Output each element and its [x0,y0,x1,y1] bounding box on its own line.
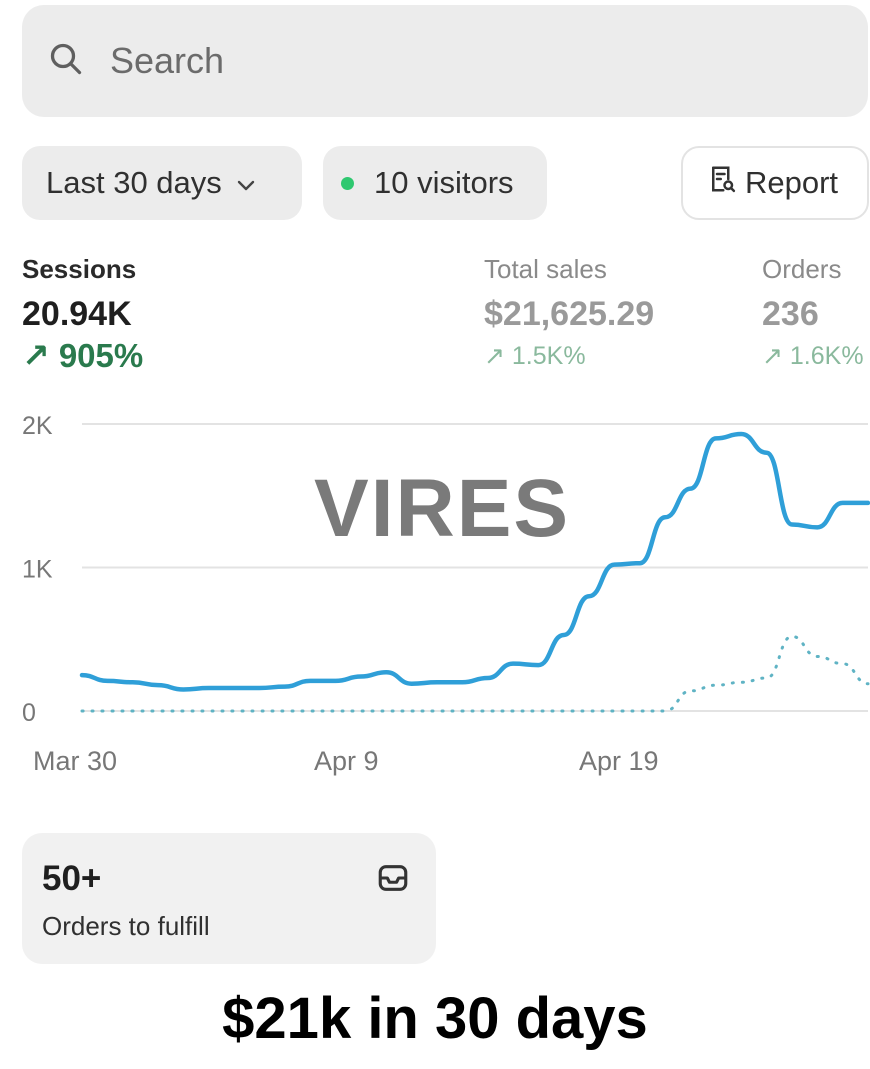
total-sales-value: $21,625.29 [484,295,655,333]
y-tick-label: 1K [22,556,53,584]
sessions-metric[interactable]: Sessions 20.94K ↗ 905% [22,254,143,374]
y-tick-label: 2K [22,412,53,440]
x-tick-label: Apr 9 [314,746,379,776]
live-visitors-button[interactable]: 10 visitors [323,146,547,220]
total-sales-change: ↗ 1.5K% [484,342,586,370]
orders-metric[interactable]: Orders 236 ↗ 1.6K% [762,254,864,374]
x-tick-label: Mar 30 [33,746,117,776]
search-icon [48,41,84,82]
report-label: Report [745,165,839,200]
orders-to-fulfill-card[interactable]: 50+ Orders to fulfill [22,833,436,964]
date-range-dropdown[interactable]: Last 30 days [22,146,302,220]
sessions-series-line [79,431,870,692]
orders-change: ↗ 1.6K% [762,342,864,370]
orders-label: Orders [762,254,842,284]
search-placeholder: Search [110,40,225,81]
x-tick-label: Apr 19 [579,746,659,776]
sessions-label: Sessions [22,254,137,284]
sessions-value: 20.94K [22,295,132,333]
live-dot-icon [341,176,354,190]
comparison-series-line [80,634,870,713]
sessions-change: ↗ 905% [22,337,144,374]
caption-text: $21k in 30 days [222,986,648,1051]
total-sales-metric[interactable]: Total sales $21,625.29 ↗ 1.5K% [484,254,654,374]
report-icon [707,164,745,202]
report-button[interactable]: Report [681,146,869,220]
sessions-chart: 2K 1K 0 Mar 30 Apr 9 Apr 19 [22,412,870,776]
date-range-label: Last 30 days [46,165,222,200]
chevron-down-icon [222,165,256,201]
visitors-label: 10 visitors [374,165,514,200]
fulfill-label: Orders to fulfill [42,911,210,941]
orders-value: 236 [762,295,819,333]
fulfill-count: 50+ [42,859,102,898]
total-sales-label: Total sales [484,254,607,284]
watermark-text: VIRES [314,463,571,554]
search-input[interactable]: Search [22,5,868,117]
y-tick-label: 0 [22,699,36,727]
